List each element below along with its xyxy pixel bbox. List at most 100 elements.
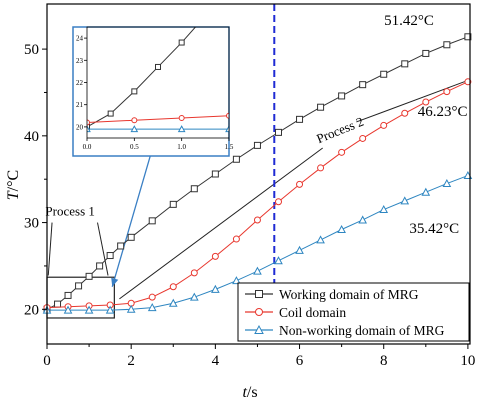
end-label-nonworking: 35.42°C (409, 221, 459, 237)
y-tick-label: 30 (24, 216, 39, 232)
process1-leader-right (97, 222, 109, 276)
series-2-point (232, 235, 240, 243)
series-3-point (274, 256, 283, 265)
series-2-point (190, 269, 198, 277)
x-tick-label: 4 (212, 353, 220, 369)
series-1-point (253, 141, 261, 149)
legend-label: Working domain of MRG (279, 287, 419, 302)
series-1-point (54, 300, 62, 308)
series-1-point (359, 81, 367, 89)
series-2-point (317, 164, 325, 172)
series-2-point (464, 78, 472, 86)
end-label-working: 51.42°C (384, 13, 434, 29)
y-tick-label: 40 (24, 129, 39, 145)
series-1-point (96, 262, 104, 270)
series-3-point (147, 303, 157, 312)
inset-series-3-point (130, 125, 139, 133)
series-3-point (316, 235, 325, 244)
zoom-arrow-head (111, 277, 119, 287)
inset-series-3-point (177, 125, 186, 133)
series-1-point (85, 272, 93, 280)
legend: Working domain of MRG Coil domain Non-work… (237, 282, 470, 342)
inset-border (72, 26, 230, 157)
series-2-point (359, 134, 367, 142)
series-1-point (117, 242, 125, 250)
process1-label: Process 1 (45, 204, 94, 219)
series-3-point (358, 215, 368, 224)
series-1-point (274, 128, 282, 136)
inset-series-3-point (87, 125, 91, 133)
inset-series-1-line (87, 27, 197, 128)
inset-series-1-point (131, 88, 138, 95)
series-3-point (421, 187, 431, 196)
series-2-point (296, 180, 304, 188)
inset-y-tick-label: 24 (76, 35, 84, 43)
inset-series-1-point (203, 13, 208, 18)
series-2-point (338, 148, 346, 156)
series-2-point (422, 98, 430, 106)
series-1-point (169, 200, 177, 208)
inset-y-tick-label: 20 (76, 123, 84, 131)
series-2-point (169, 283, 177, 291)
x-tick-label: 10 (460, 353, 475, 369)
inset-x-tick-label: 1.5 (225, 143, 234, 151)
process2-leader-lower (119, 147, 323, 300)
inset-series-1-point (87, 123, 90, 130)
plot-frame (46, 3, 471, 345)
series-3-point (105, 305, 115, 314)
inset-series-1-point (155, 63, 161, 70)
series-3-point (400, 196, 410, 205)
inset-x-tick-label: 0.5 (130, 143, 139, 151)
series-3-point (168, 298, 178, 307)
legend-swatch-marker (254, 324, 264, 334)
series-1-point (296, 115, 304, 123)
legend-label: Non-working domain of MRG (279, 323, 445, 338)
legend-label: Coil domain (279, 305, 346, 320)
series-2-point (401, 109, 409, 117)
x-axis-label: t/s (242, 384, 257, 401)
inset-y-tick-label: 22 (76, 79, 84, 87)
x-tick-label: 6 (296, 353, 304, 369)
inset-series-2-line (87, 115, 229, 123)
inset-plot: 0.0 0.5 1.0 1.5 20 21 22 23 24 (72, 13, 234, 157)
series-3-point (442, 178, 452, 188)
process2-leader-upper (356, 80, 466, 123)
series-1-point (148, 217, 156, 225)
series-1-point (464, 33, 472, 41)
series-2-point (253, 216, 261, 224)
inset-x-tick-label: 0.0 (83, 143, 92, 151)
inset-series-2-point (226, 112, 229, 119)
series-1-point (190, 185, 198, 193)
inset-series-1-point (107, 110, 114, 117)
series-3-point (379, 205, 389, 214)
inset-y-tick-label: 21 (76, 101, 84, 109)
y-axis-label: T/°C (5, 170, 22, 200)
series-2 (43, 78, 472, 312)
series-1-point (422, 49, 430, 57)
series-2-point (148, 293, 156, 301)
series-1-point (64, 291, 72, 299)
inset-series-2-point (178, 115, 185, 122)
series-3-point (63, 305, 73, 314)
series-3 (42, 171, 473, 314)
series-1-point (127, 233, 135, 241)
series-1-point (338, 92, 346, 100)
series-3-point (84, 305, 94, 314)
inset-series-1-point (178, 39, 185, 46)
series-1-point (75, 282, 83, 290)
series-3-point (337, 224, 346, 234)
inset-series-2-point (87, 119, 90, 126)
x-tick-label: 0 (43, 353, 51, 369)
series-1-point (401, 60, 409, 68)
series-1-point (317, 103, 325, 111)
series-3-point (232, 276, 241, 285)
series-2-point (380, 121, 388, 129)
series-3-point (126, 304, 136, 313)
series-1 (43, 33, 472, 313)
y-tick-label: 50 (24, 42, 39, 58)
series-2-point (211, 252, 219, 260)
legend-box (237, 282, 470, 342)
series-1-point (106, 252, 114, 260)
